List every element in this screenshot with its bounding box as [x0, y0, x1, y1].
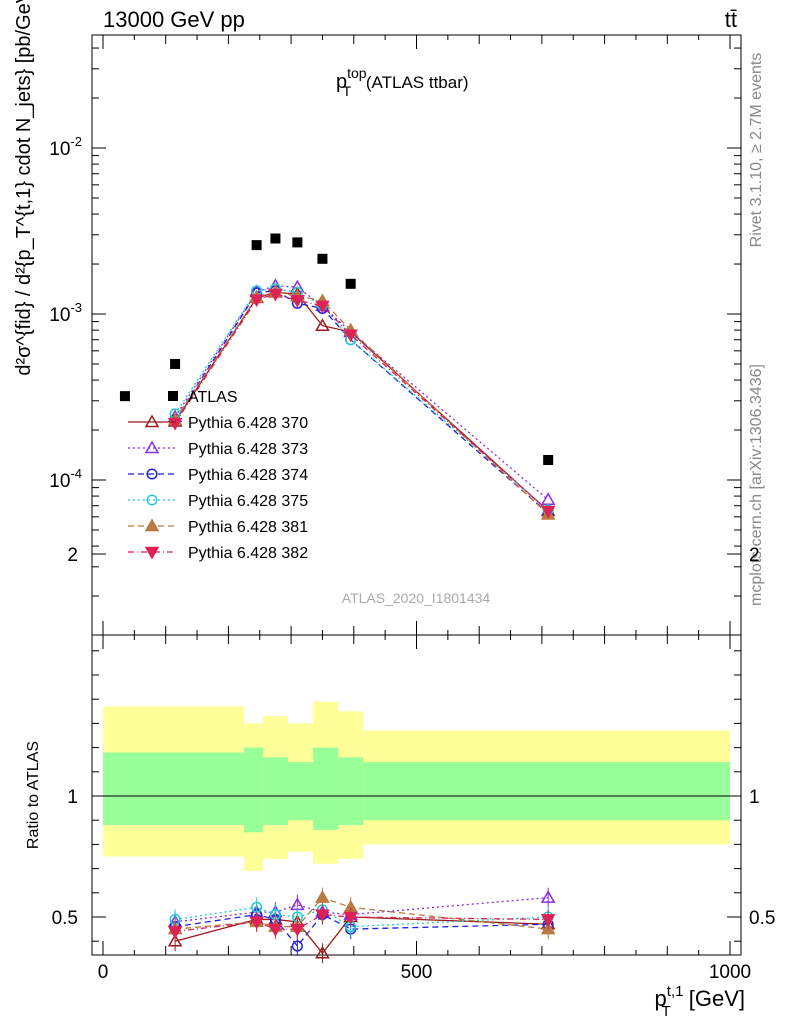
band-inner [338, 757, 364, 826]
ratio-tick-label: 2 [67, 545, 78, 566]
marker [167, 926, 183, 940]
marker [249, 294, 264, 308]
ratio-tick-label-right: 2 [749, 545, 760, 566]
analysis-label: ATLAS_2020_I1801434 [342, 590, 491, 606]
x-tick-label: 1000 [709, 962, 751, 983]
marker [540, 890, 556, 903]
marker [291, 940, 303, 952]
marker [290, 295, 305, 308]
legend-label: Pythia 6.428 374 [188, 467, 308, 484]
ratio-tick-label-right: 0.5 [749, 908, 775, 929]
data-point [270, 233, 281, 244]
marker [315, 890, 330, 903]
x-tick-label: 500 [401, 962, 433, 983]
marker [167, 933, 183, 947]
y-tick-label: 10-2 [49, 134, 82, 160]
marker [343, 911, 358, 925]
legend-label: Pythia 6.428 370 [188, 415, 308, 432]
process-label: tt̄ [725, 7, 737, 32]
svg-text:d²σ^{fid} / d²{p_T^{t,1} cdot: d²σ^{fid} / d²{p_T^{t,1} cdot N_jets} [p… [13, 0, 35, 376]
main-axes: 10-4 10-3 10-2 [49, 35, 741, 635]
marker [290, 923, 305, 937]
ratio-uncertainty-bands [92, 701, 741, 872]
marker [315, 945, 330, 959]
ratio-y-label: Ratio to ATLAS [25, 741, 42, 849]
marker [146, 494, 158, 506]
main-series [167, 278, 556, 520]
marker [540, 492, 556, 506]
marker [315, 909, 330, 923]
data-point [317, 253, 328, 264]
data-point [251, 240, 262, 251]
y-axis-label: d²σ^{fid} / d²{p_T^{t,1} cdot N_jets} [p… [13, 0, 35, 376]
legend: ATLAS Pythia 6.428 370 Pythia 6.428 373 Pyt… [128, 389, 308, 562]
legend-label: Pythia 6.428 375 [188, 493, 308, 510]
marker [343, 329, 358, 343]
marker [146, 468, 158, 480]
legend-label: Pythia 6.428 381 [188, 519, 308, 536]
ratio-series-line [175, 896, 549, 923]
marker [540, 914, 556, 927]
data-point [119, 391, 130, 402]
legend-marker-atlas [168, 391, 178, 401]
legend-label: Pythia 6.428 373 [188, 441, 308, 458]
marker [315, 318, 330, 331]
x-tick-label: 0 [98, 962, 109, 983]
data-point [170, 358, 181, 369]
marker [315, 300, 330, 314]
data-point [345, 278, 356, 289]
band-inner [363, 762, 730, 821]
energy-label: 13000 GeV pp [103, 7, 245, 32]
band-inner [103, 752, 245, 826]
marker [167, 417, 183, 431]
marker [268, 923, 283, 937]
ratio-series [167, 887, 556, 964]
data-point [292, 237, 303, 248]
ratio-tick-label: 0.5 [52, 908, 78, 929]
plot-title: ptop T (ATLAS ttbar) [336, 65, 469, 99]
ratio-tick-label-right: 1 [749, 787, 760, 808]
marker [144, 440, 160, 454]
ratio-tick-label: 1 [67, 787, 78, 808]
marker [249, 916, 264, 930]
marker [144, 518, 160, 532]
legend-label: Pythia 6.428 382 [188, 545, 308, 562]
rivet-label: Rivet 3.1.10, ≥ 2.7M events [748, 53, 765, 248]
marker [144, 414, 160, 428]
atlas-data-points [119, 233, 554, 465]
ratio-axes: 0 500 1000 0.5 0.5 1 1 2 2 [52, 545, 776, 983]
marker [268, 288, 283, 302]
data-point [543, 454, 554, 465]
band-inner [313, 747, 339, 830]
marker [540, 505, 556, 519]
band-inner [244, 747, 263, 833]
site-label: mcplots.cern.ch [arXiv:1306.3436] [748, 364, 765, 606]
y-tick-label: 10-4 [49, 466, 82, 492]
band-inner [262, 757, 288, 826]
y-tick-label: 10-3 [49, 300, 82, 326]
marker [144, 546, 160, 560]
legend-label: ATLAS [188, 389, 238, 406]
band-inner [287, 762, 314, 821]
x-axis-label: pt,1 T [GeV] [655, 983, 745, 1020]
